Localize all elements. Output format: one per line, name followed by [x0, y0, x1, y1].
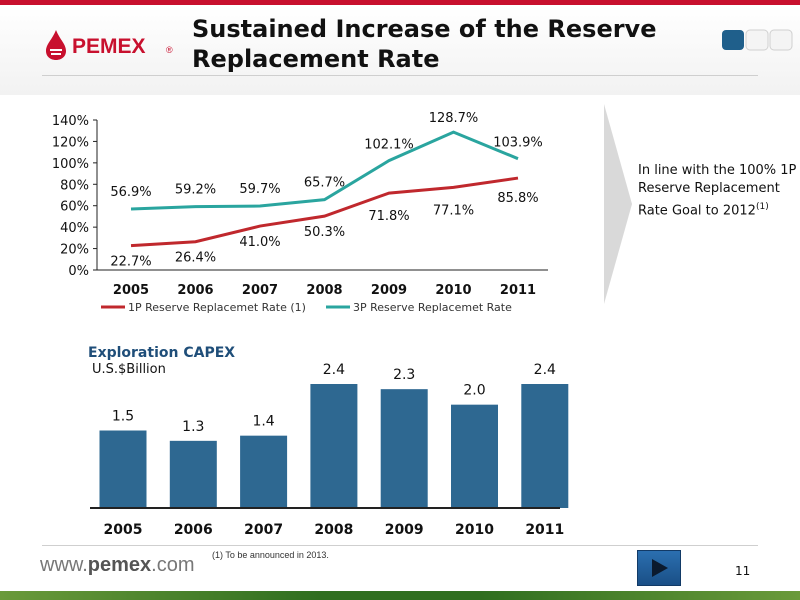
- series-3p-data-label: 102.1%: [364, 138, 414, 153]
- series-3p-line: [130, 130, 519, 211]
- side-note-footnote-mark: (1): [755, 202, 769, 212]
- capex-bar-value-label: 2.0: [463, 383, 485, 399]
- capex-x-tick-label: 2010: [455, 522, 494, 538]
- logo-registered-mark: ®: [166, 45, 173, 55]
- website-link[interactable]: www.pemex.com: [40, 554, 195, 577]
- capex-x-tick-label: 2011: [525, 522, 564, 538]
- capex-bar-value-label: 1.4: [252, 414, 274, 430]
- page-number: 11: [735, 564, 751, 578]
- side-note-text: In line with the 100% 1P Reserve Replace…: [638, 163, 797, 219]
- series-1p-data-label: 41.0%: [239, 235, 280, 250]
- capex-bar-value-label: 2.4: [534, 362, 556, 378]
- capex-x-tick-label: 2006: [174, 522, 213, 538]
- legend-3p-label: 3P Reserve Replacemet Rate: [353, 301, 512, 314]
- capex-bar-value-label: 1.3: [182, 419, 204, 435]
- website-brand: pemex: [87, 554, 152, 576]
- series-3p-data-label: 128.7%: [429, 111, 479, 126]
- capex-bar-value-label: 2.3: [393, 367, 415, 383]
- title-divider: [42, 75, 758, 76]
- decorative-squares-icon: [722, 29, 793, 51]
- line-chart-x-tick-label: 2009: [371, 283, 407, 298]
- bar-chart-subtitle: U.S.$Billion: [92, 362, 166, 377]
- capex-bar: [99, 430, 147, 508]
- capex-bar: [310, 384, 358, 508]
- series-3p-data-label: 59.2%: [175, 183, 216, 198]
- capex-x-tick-label: 2007: [244, 522, 283, 538]
- capex-bar: [451, 404, 498, 508]
- line-chart-y-tick-label: 40%: [60, 221, 89, 236]
- pemex-logo: PEMEX ®: [46, 30, 173, 60]
- bar-chart-title: Exploration CAPEX: [88, 345, 236, 361]
- website-suffix: .com: [151, 554, 195, 576]
- line-chart-y-tick-label: 120%: [52, 135, 89, 150]
- series-3p-data-label: 65.7%: [304, 176, 345, 191]
- footer-divider: [42, 545, 758, 546]
- page-title-line-1: Sustained Increase of the Reserve: [192, 15, 657, 43]
- line-chart-x-tick-label: 2008: [306, 283, 342, 298]
- bottom-accent-bar: [0, 591, 800, 600]
- side-note: In line with the 100% 1P Reserve Replace…: [638, 162, 798, 220]
- line-chart-y-tick-label: 80%: [60, 178, 89, 193]
- line-chart-x-tick-label: 2007: [242, 283, 278, 298]
- logo-wordmark: PEMEX: [72, 35, 146, 58]
- series-1p-line: [130, 176, 519, 248]
- capex-bar: [240, 435, 288, 508]
- line-chart-x-tick-label: 2011: [500, 283, 536, 298]
- top-accent-bar: [0, 0, 800, 5]
- line-chart-y-tick-label: 140%: [52, 114, 89, 129]
- side-arrow-icon: [604, 104, 632, 304]
- capex-x-tick-label: 2009: [385, 522, 424, 538]
- line-chart-y-tick-label: 0%: [68, 264, 89, 279]
- series-1p-data-label: 85.8%: [497, 191, 538, 206]
- footnote: (1) To be announced in 2013.: [212, 550, 329, 560]
- next-slide-button[interactable]: [637, 550, 681, 586]
- series-3p-data-label: 56.9%: [110, 185, 151, 200]
- line-chart-y-tick-label: 60%: [60, 200, 89, 215]
- page-title-line-2: Replacement Rate: [192, 45, 440, 73]
- capex-bar-value-label: 1.5: [112, 409, 134, 425]
- capex-bar: [521, 384, 569, 508]
- line-chart-y-tick-label: 100%: [52, 157, 89, 172]
- series-1p-data-label: 26.4%: [175, 251, 216, 266]
- series-1p-data-label: 77.1%: [433, 203, 474, 218]
- series-3p-data-label: 103.9%: [493, 136, 543, 151]
- capex-bar: [380, 389, 428, 508]
- line-chart-x-tick-label: 2010: [435, 283, 471, 298]
- series-3p-data-label: 59.7%: [239, 182, 280, 197]
- website-prefix: www.: [40, 554, 88, 576]
- capex-x-tick-label: 2005: [104, 522, 143, 538]
- page-title: Sustained Increase of the Reserve Replac…: [192, 14, 692, 74]
- line-chart-x-tick-label: 2005: [113, 283, 149, 298]
- legend-1p-label: 1P Reserve Replacemet Rate (1): [128, 301, 306, 314]
- header-background: [0, 5, 800, 95]
- capex-bar: [169, 440, 217, 508]
- line-chart-y-tick-label: 20%: [60, 243, 89, 258]
- line-chart-x-tick-label: 2006: [177, 283, 213, 298]
- series-1p-data-label: 22.7%: [110, 255, 151, 270]
- pemex-drop-icon: [46, 30, 66, 60]
- capex-x-tick-label: 2008: [314, 522, 353, 538]
- series-1p-data-label: 50.3%: [304, 225, 345, 240]
- capex-bar-value-label: 2.4: [323, 362, 345, 378]
- series-1p-data-label: 71.8%: [368, 209, 409, 224]
